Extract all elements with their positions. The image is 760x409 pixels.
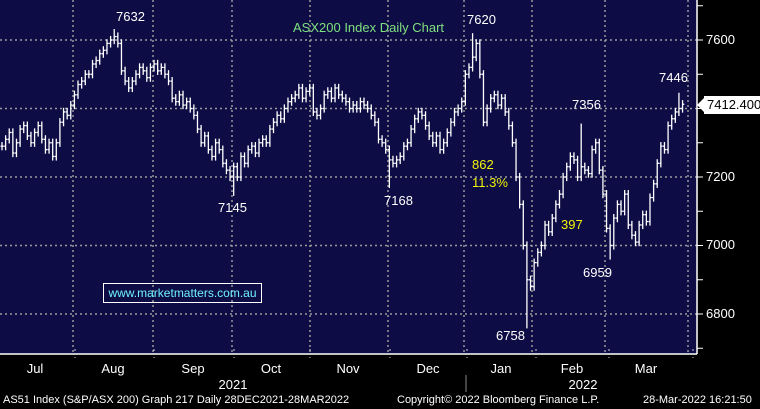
y-tick-label: 7600 bbox=[706, 32, 735, 47]
last-price-tag: 7412.400 bbox=[696, 96, 760, 114]
x-year-label: 2022 bbox=[568, 377, 598, 392]
footer-timestamp: 28-Mar-2022 16:21:50 bbox=[643, 394, 752, 406]
x-month-label: Sep bbox=[181, 361, 205, 376]
annotation-low: 6758 bbox=[496, 328, 525, 343]
annotation-low: 7168 bbox=[384, 193, 413, 208]
y-tick-label: 7000 bbox=[706, 237, 735, 252]
annotation-high: 7632 bbox=[116, 9, 145, 24]
x-month-label: Nov bbox=[336, 361, 360, 376]
y-tick-label: 7200 bbox=[706, 169, 735, 184]
drop-points-label: 862 bbox=[472, 157, 494, 172]
x-year-label: 2021 bbox=[218, 377, 248, 392]
x-month-label: Feb bbox=[560, 361, 584, 376]
watermark-link[interactable]: www.marketmatters.com.au bbox=[103, 283, 262, 303]
x-month-label: Mar bbox=[634, 361, 658, 376]
annotation-high: 7620 bbox=[467, 12, 496, 27]
y-tick-label: 6800 bbox=[706, 306, 735, 321]
rebound-points-label: 397 bbox=[561, 217, 583, 232]
x-month-label: Oct bbox=[260, 361, 282, 376]
drop-percent-label: 11.3% bbox=[472, 175, 508, 190]
annotation-high: 7356 bbox=[572, 97, 601, 112]
x-month-label: Jul bbox=[26, 361, 44, 376]
x-month-label: Jan bbox=[490, 361, 512, 376]
annotation-low: 6959 bbox=[583, 265, 612, 280]
chart-title: ASX200 Index Daily Chart bbox=[293, 20, 445, 35]
footer-copyright: Copyright© 2022 Bloomberg Finance L.P. bbox=[397, 394, 600, 406]
x-month-label: Aug bbox=[101, 361, 125, 376]
annotation-high: 7446 bbox=[659, 70, 688, 85]
annotation-low: 7145 bbox=[218, 200, 247, 215]
x-month-label: Dec bbox=[416, 361, 440, 376]
footer-security: AS51 Index (S&P/ASX 200) Graph 217 Daily… bbox=[3, 394, 350, 406]
